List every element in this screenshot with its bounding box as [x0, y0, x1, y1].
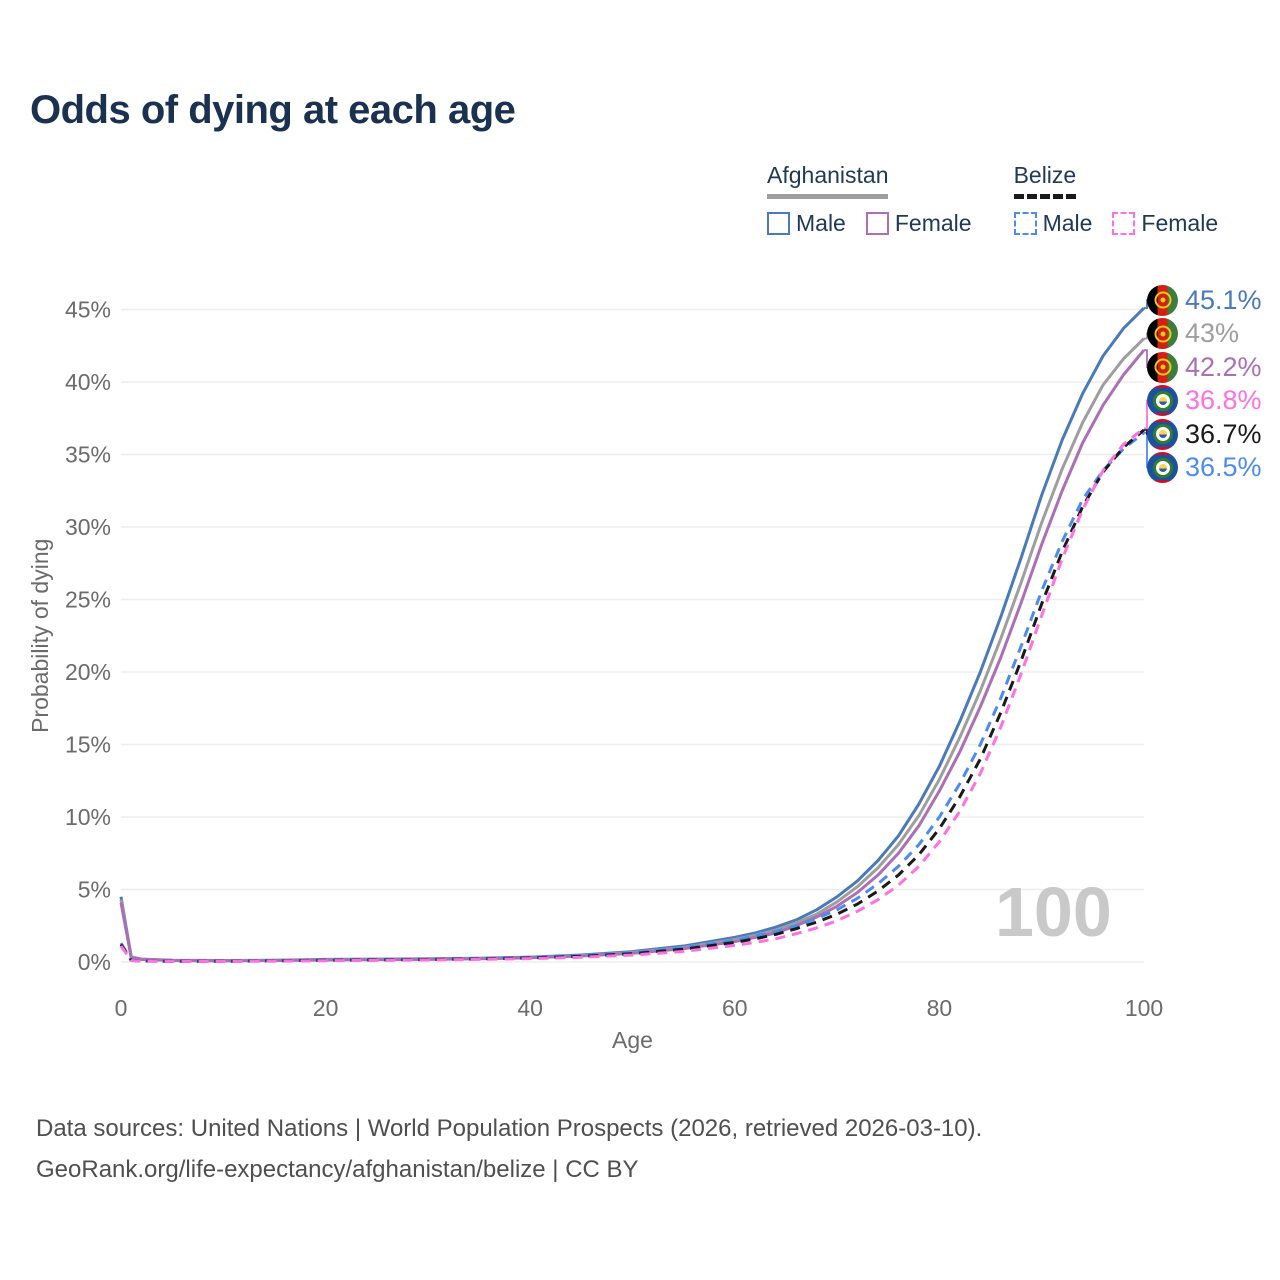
- legend-item-label: Female: [894, 210, 972, 236]
- belize-flag-icon: [1147, 385, 1178, 416]
- belize-flag-icon: [1147, 418, 1178, 450]
- svg-text:30%: 30%: [65, 514, 111, 540]
- afghanistan-male-swatch-icon: [767, 212, 790, 235]
- svg-text:20%: 20%: [65, 659, 111, 685]
- end-label-value: 43%: [1185, 318, 1240, 348]
- end-label-value: 42.2%: [1185, 351, 1262, 382]
- svg-text:20: 20: [313, 995, 339, 1021]
- svg-text:15%: 15%: [65, 732, 111, 758]
- svg-text:40: 40: [517, 995, 543, 1021]
- legend-item-afghanistan-female[interactable]: Female: [865, 210, 972, 237]
- belize-flag-icon: [1147, 452, 1178, 483]
- end-label-value: 45.1%: [1185, 284, 1262, 315]
- legend-items-belize: Male Female: [1013, 210, 1218, 237]
- end-label-belize-average: 36.7%: [1147, 418, 1262, 450]
- chart-legend: Afghanistan Male Female Belize: [767, 162, 1218, 237]
- svg-text:40%: 40%: [65, 369, 111, 395]
- line-chart-plot-area[interactable]: 0% 5% 10% 15% 20% 25% 30% 35% 40% 45% 0 20 40 60 80 100…: [0, 0, 1280, 1080]
- legend-item-label: Male: [796, 210, 846, 236]
- page-title: Odds of dying at each age: [30, 88, 516, 132]
- end-label-belize-male: 36.5%: [1147, 452, 1262, 483]
- svg-text:0%: 0%: [78, 949, 111, 975]
- afghanistan-female-swatch-icon: [865, 212, 889, 235]
- svg-text:0: 0: [115, 995, 128, 1021]
- afghanistan-flag-icon: [1147, 351, 1178, 383]
- legend-country-label-belize: Belize: [1013, 162, 1077, 188]
- afghanistan-flag-icon: [1147, 318, 1178, 349]
- svg-text:5%: 5%: [78, 877, 111, 903]
- svg-text:25%: 25%: [65, 587, 111, 613]
- belize-dashed-line-swatch-icon: [1013, 194, 1077, 199]
- end-label-afghanistan-male: 45.1%: [1147, 284, 1262, 316]
- svg-text:Probability of dying: Probability of dying: [27, 539, 53, 733]
- end-label-afghanistan-average: 43%: [1147, 318, 1239, 349]
- end-label-value: 36.8%: [1185, 385, 1262, 415]
- legend-item-label: Male: [1042, 210, 1093, 236]
- end-label-value: 36.5%: [1185, 452, 1262, 482]
- legend-item-belize-male[interactable]: Male: [1013, 210, 1093, 237]
- hover-age-watermark: 100: [995, 873, 1112, 951]
- legend-group-belize: Belize Male Female: [1013, 162, 1218, 237]
- legend-country-label-afghanistan: Afghanistan: [767, 162, 889, 188]
- legend-items-afghanistan: Male Female: [767, 210, 972, 237]
- svg-text:100: 100: [1125, 995, 1163, 1021]
- afghanistan-solid-line-swatch-icon: [767, 194, 889, 199]
- svg-text:10%: 10%: [65, 804, 111, 830]
- attribution-footer: Data sources: United Nations | World Pop…: [36, 1108, 982, 1190]
- belize-female-swatch-icon: [1112, 212, 1136, 235]
- legend-item-label: Female: [1141, 210, 1219, 236]
- source-url-line: GeoRank.org/life-expectancy/afghanistan/…: [36, 1156, 639, 1183]
- end-label-afghanistan-female: 42.2%: [1147, 351, 1262, 383]
- legend-item-afghanistan-male[interactable]: Male: [767, 210, 846, 237]
- svg-text:80: 80: [927, 995, 953, 1021]
- end-label-value: 36.7%: [1185, 418, 1262, 449]
- legend-country-belize[interactable]: Belize: [1013, 162, 1077, 199]
- afghanistan-flag-icon: [1147, 284, 1178, 316]
- belize-male-swatch-icon: [1013, 212, 1037, 235]
- data-sources-line: Data sources: United Nations | World Pop…: [36, 1115, 983, 1142]
- svg-text:Age: Age: [612, 1027, 653, 1053]
- svg-text:60: 60: [722, 995, 748, 1021]
- legend-item-belize-female[interactable]: Female: [1112, 210, 1218, 237]
- end-label-belize-female: 36.8%: [1147, 385, 1262, 416]
- legend-country-afghanistan[interactable]: Afghanistan: [767, 162, 889, 199]
- svg-text:45%: 45%: [65, 297, 111, 323]
- svg-text:35%: 35%: [65, 442, 111, 468]
- legend-group-afghanistan: Afghanistan Male Female: [767, 162, 972, 237]
